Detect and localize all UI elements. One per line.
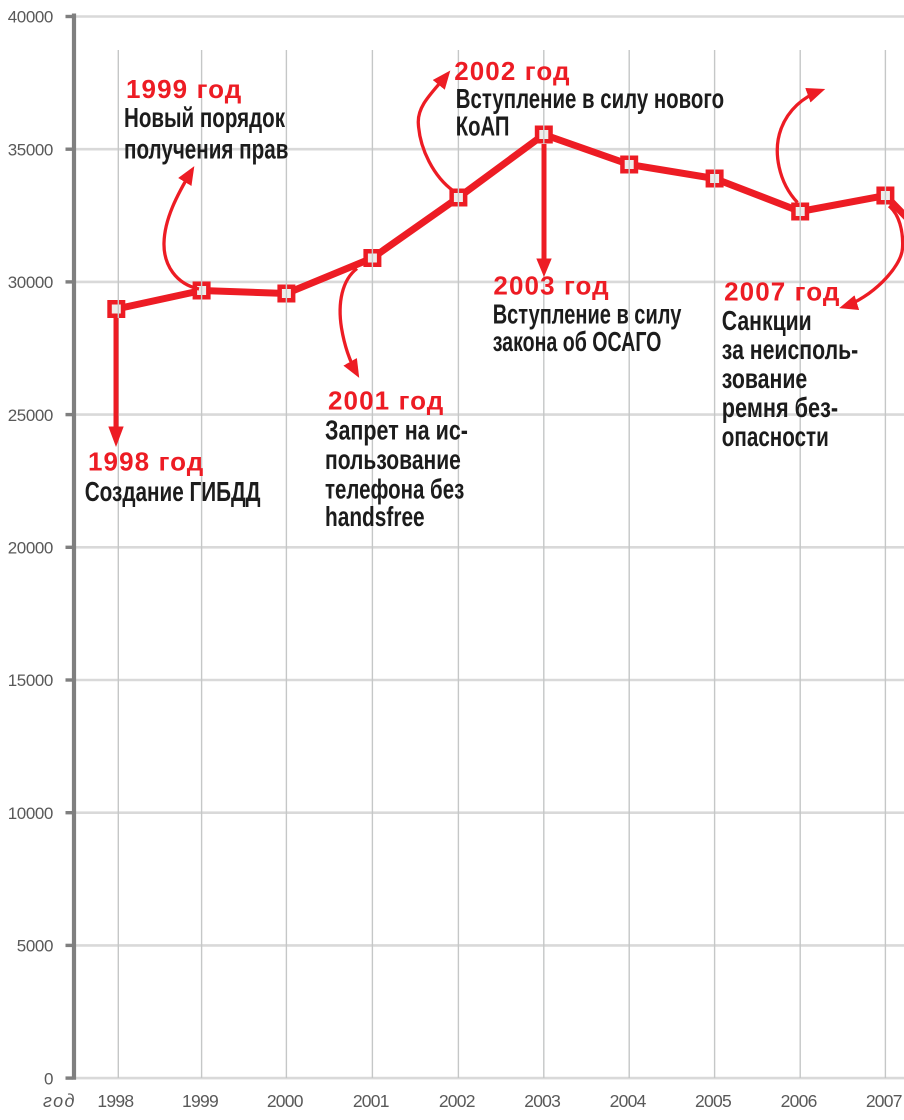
- svg-text:получения прав: получения прав: [124, 135, 288, 166]
- svg-text:ремня без-: ремня без-: [722, 392, 838, 423]
- svg-text:1999: 1999: [182, 1091, 218, 1111]
- svg-text:2003: 2003: [524, 1091, 560, 1111]
- svg-text:15000: 15000: [8, 671, 53, 690]
- svg-text:пользование: пользование: [325, 445, 461, 476]
- svg-text:1998: 1998: [97, 1091, 133, 1111]
- svg-text:35000: 35000: [8, 140, 53, 159]
- svg-text:Новый порядок: Новый порядок: [124, 103, 286, 134]
- svg-text:Вступление в силу нового: Вступление в силу нового: [456, 84, 724, 115]
- svg-text:2004: 2004: [610, 1091, 647, 1111]
- svg-text:2001: 2001: [353, 1091, 389, 1111]
- svg-text:1998 год: 1998 год: [88, 447, 204, 477]
- svg-text:Вступление в силу: Вступление в силу: [493, 299, 682, 330]
- svg-text:5000: 5000: [17, 937, 53, 956]
- svg-text:телефона без: телефона без: [325, 474, 464, 505]
- svg-text:handsfree: handsfree: [325, 502, 425, 533]
- svg-text:зование: зование: [722, 363, 807, 395]
- svg-text:2000: 2000: [267, 1091, 304, 1111]
- svg-text:2002: 2002: [439, 1091, 475, 1111]
- svg-text:10000: 10000: [8, 804, 53, 823]
- svg-text:2002 год: 2002 год: [454, 56, 570, 86]
- svg-text:40000: 40000: [8, 8, 53, 27]
- svg-text:Запрет на ис-: Запрет на ис-: [325, 415, 468, 446]
- svg-text:за неисполь-: за неисполь-: [722, 335, 858, 365]
- svg-text:30000: 30000: [8, 273, 53, 292]
- svg-text:1999 год: 1999 год: [126, 74, 242, 104]
- svg-text:год: год: [43, 1091, 76, 1111]
- svg-text:опасности: опасности: [722, 422, 829, 453]
- svg-text:закона об ОСАГО: закона об ОСАГО: [493, 327, 662, 358]
- svg-text:Создание ГИБДД: Создание ГИБДД: [85, 477, 261, 508]
- svg-text:2005: 2005: [695, 1091, 731, 1111]
- svg-text:0: 0: [44, 1069, 53, 1088]
- svg-text:2007 год: 2007 год: [724, 276, 840, 306]
- svg-text:КоАП: КоАП: [456, 111, 510, 142]
- svg-text:20000: 20000: [8, 539, 53, 558]
- svg-text:2003 год: 2003 год: [493, 271, 609, 301]
- svg-text:Санкции: Санкции: [722, 306, 812, 336]
- svg-text:2001 год: 2001 год: [328, 386, 444, 416]
- svg-text:2006: 2006: [781, 1091, 817, 1111]
- svg-text:25000: 25000: [8, 406, 53, 425]
- svg-text:2007: 2007: [866, 1091, 902, 1111]
